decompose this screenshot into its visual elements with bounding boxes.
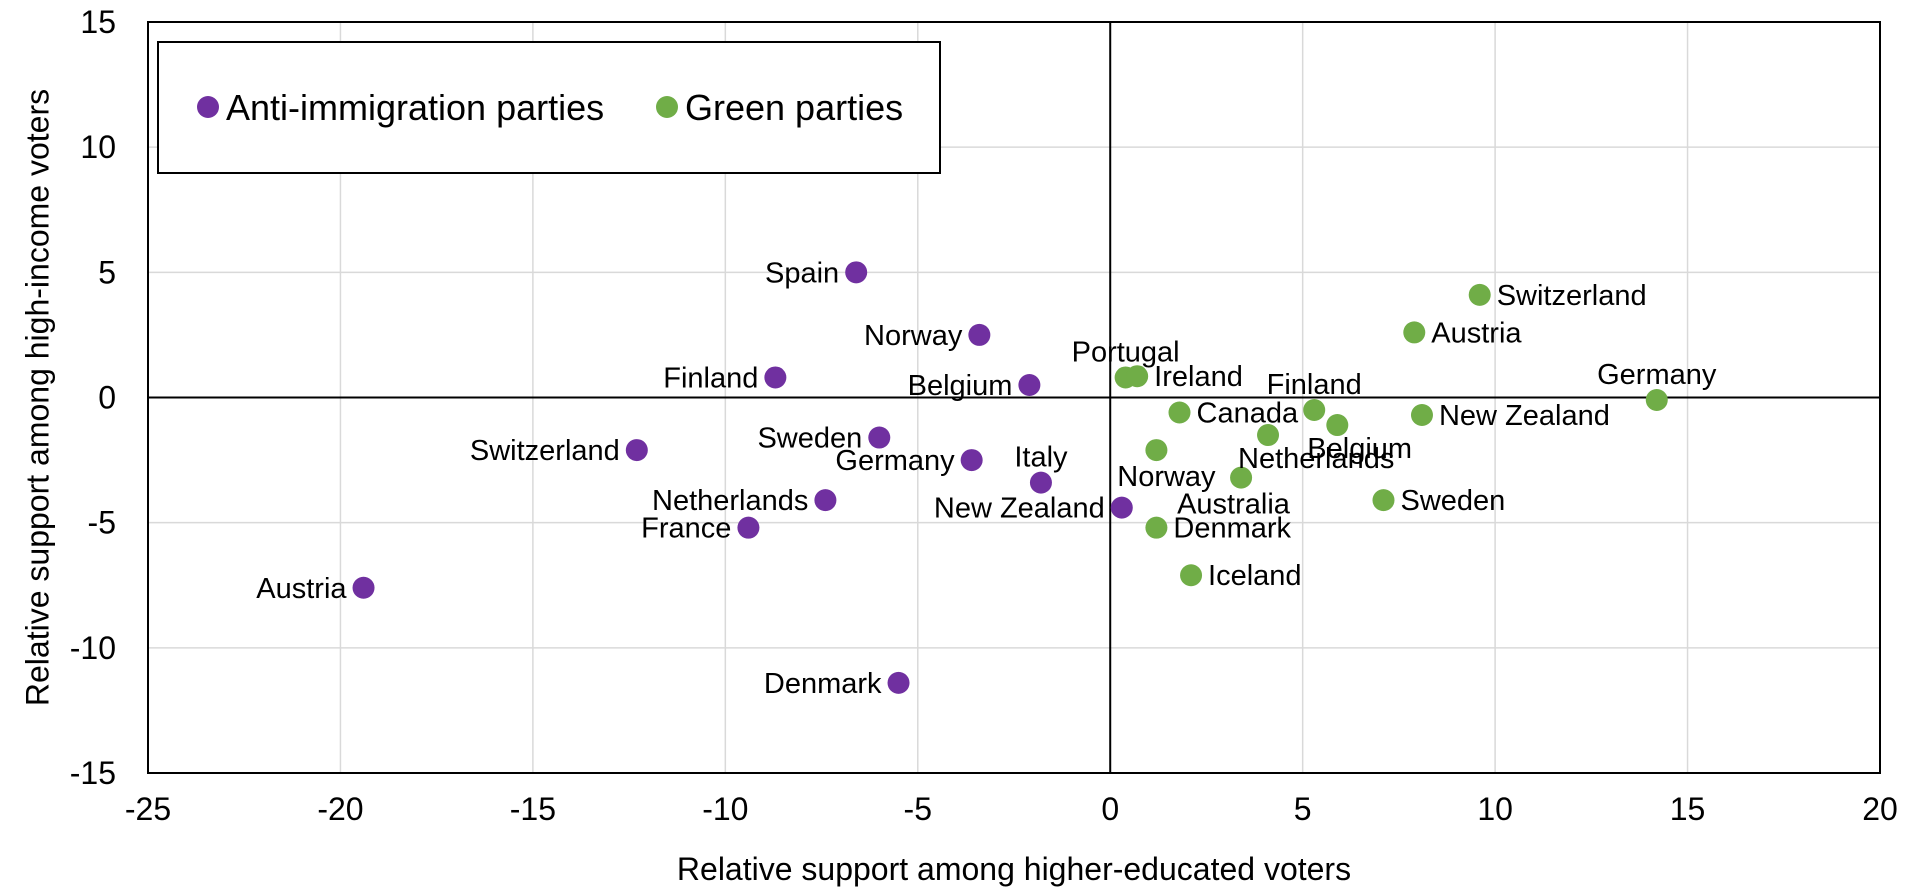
data-points — [352, 261, 1668, 694]
point-label: New Zealand — [1439, 400, 1610, 432]
legend: Anti-immigration parties Green parties — [157, 41, 941, 174]
y-tick-label: -5 — [88, 505, 116, 541]
legend-label-anti-immigration: Anti-immigration parties — [226, 87, 604, 128]
point-label: Austria — [256, 573, 347, 605]
data-point — [625, 439, 648, 462]
point-label: Australia — [1177, 489, 1291, 521]
data-point — [1168, 401, 1191, 424]
data-point — [1410, 404, 1433, 427]
data-point — [1029, 471, 1052, 494]
point-label: Portugal — [1072, 336, 1180, 368]
data-point — [352, 576, 375, 599]
x-tick-label: 10 — [1477, 791, 1513, 827]
point-label: Denmark — [1173, 513, 1291, 545]
y-tick-label: 0 — [98, 380, 116, 416]
point-label: Germany — [1597, 359, 1717, 391]
point-label: Belgium — [908, 370, 1013, 402]
point-label: Netherlands — [652, 485, 808, 517]
data-point — [1018, 373, 1041, 396]
x-tick-label: -20 — [317, 791, 363, 827]
x-tick-label: 0 — [1101, 791, 1119, 827]
point-label: Germany — [835, 445, 955, 477]
data-point — [1145, 516, 1168, 539]
legend-label-green: Green parties — [685, 87, 903, 128]
data-point — [1303, 399, 1326, 422]
point-label: New Zealand — [934, 493, 1105, 525]
data-point — [1645, 389, 1668, 412]
x-tick-label: 20 — [1862, 791, 1898, 827]
y-tick-label: 15 — [80, 4, 116, 40]
point-label: Sweden — [757, 423, 862, 455]
plot-area-border — [147, 21, 1881, 774]
point-label: Finland — [1267, 369, 1362, 401]
x-tick-label: -25 — [125, 791, 171, 827]
data-point — [1126, 365, 1149, 388]
data-point — [1230, 466, 1253, 489]
point-label: Switzerland — [1497, 280, 1647, 312]
x-tick-label: 5 — [1294, 791, 1312, 827]
data-point — [764, 366, 787, 389]
x-axis-title: Relative support among higher-educated v… — [677, 851, 1351, 887]
point-label: Iceland — [1208, 560, 1302, 592]
point-label: Finland — [663, 362, 758, 394]
data-point — [737, 516, 760, 539]
y-tick-label: -15 — [70, 755, 116, 791]
data-point — [960, 449, 983, 472]
zero-lines — [148, 22, 1880, 773]
data-point — [845, 261, 868, 284]
data-point — [1326, 414, 1349, 437]
point-label: France — [641, 513, 731, 545]
y-axis-title: Relative support among high-income voter… — [19, 89, 55, 706]
point-label: Canada — [1197, 398, 1299, 430]
point-label: Spain — [765, 257, 839, 289]
point-label: Italy — [1014, 442, 1068, 474]
data-point — [814, 489, 837, 512]
point-label: Belgium — [1307, 433, 1412, 465]
data-point — [1257, 424, 1280, 447]
tick-labels: -25 -20 -15 -10 -5 0 5 10 15 20 -15 -10 -5 0 5 10 15 — [70, 4, 1898, 827]
x-tick-label: -15 — [510, 791, 556, 827]
y-tick-label: 10 — [80, 129, 116, 165]
point-label: Norway — [864, 320, 963, 352]
legend-marker-anti-immigration — [197, 96, 219, 118]
data-point — [1110, 496, 1133, 519]
data-point — [1145, 439, 1168, 462]
legend-box — [157, 41, 941, 174]
x-tick-label: 15 — [1670, 791, 1706, 827]
point-label: Norway — [1117, 461, 1216, 493]
point-label: Ireland — [1154, 361, 1243, 393]
y-tick-label: 5 — [98, 254, 116, 290]
data-point — [887, 671, 910, 694]
point-label: Denmark — [764, 668, 882, 700]
legend-marker-green — [656, 96, 678, 118]
point-label: Sweden — [1400, 485, 1505, 517]
data-point — [1180, 564, 1203, 587]
x-tick-label: -5 — [904, 791, 932, 827]
data-point — [1403, 321, 1426, 344]
point-labels: Spain Norway Finland Belgium Switzerland Swed… — [256, 257, 1717, 700]
x-tick-label: -10 — [702, 791, 748, 827]
data-point — [1468, 283, 1491, 306]
data-point — [868, 426, 891, 449]
data-point — [968, 323, 991, 346]
point-label: Switzerland — [470, 435, 620, 467]
y-tick-label: -10 — [70, 630, 116, 666]
point-label: Netherlands — [1238, 443, 1394, 475]
data-point — [1372, 489, 1395, 512]
point-label: Austria — [1431, 317, 1522, 349]
